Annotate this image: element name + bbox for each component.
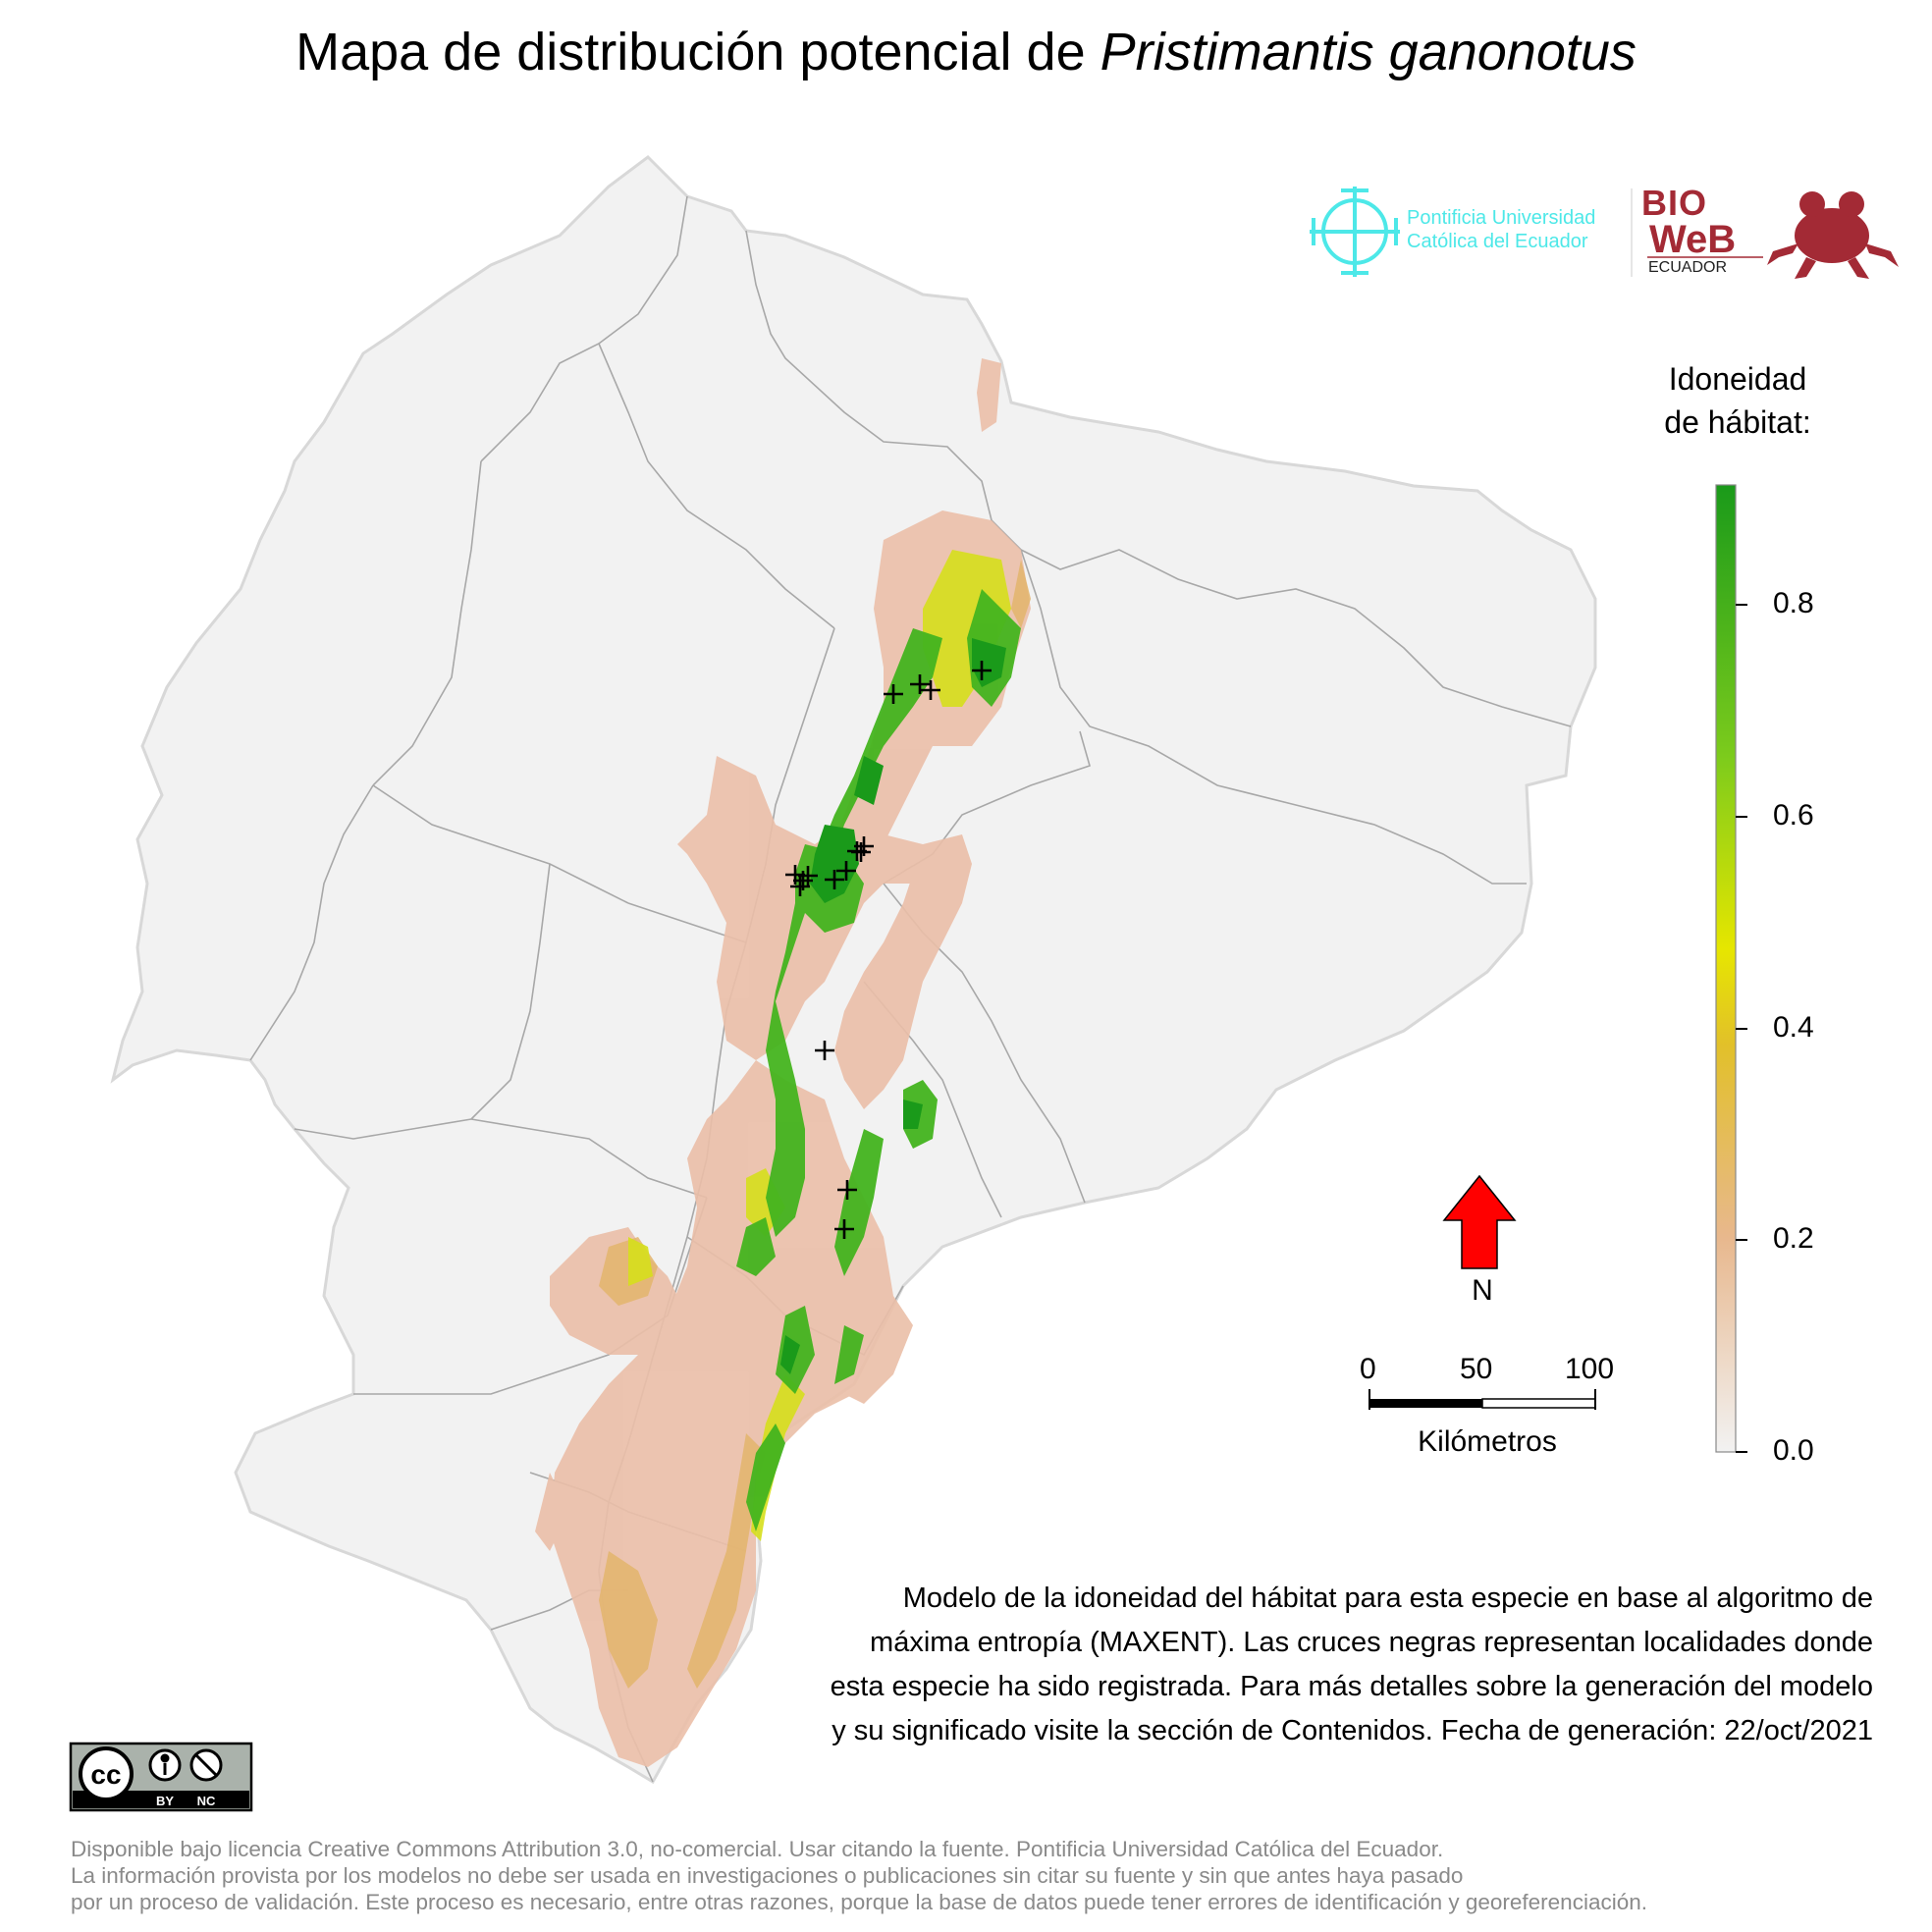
legend-title: Idoneidad de hábitat: [1630,357,1846,444]
description-line: máxima entropía (MAXENT). Las cruces neg… [870,1627,1873,1658]
description-line: esta especie ha sido registrada. Para má… [830,1671,1873,1702]
record-cross-icon [798,866,818,886]
record-cross-icon [834,1219,854,1239]
legend-colorbar [1715,484,1737,1453]
puce-line2: Católica del Ecuador [1407,231,1588,252]
record-cross-icon [884,684,903,704]
north-arrow-icon [1442,1174,1517,1269]
title-species: Pristimantis ganonotus [1100,23,1637,81]
record-cross-icon [815,1041,834,1060]
record-cross-icon [825,870,844,889]
legend-tick-label: 0.8 [1773,587,1814,619]
scale-bar [1368,1389,1596,1410]
cc-symbol-text: cc [90,1759,121,1790]
scale-label-50: 50 [1460,1353,1493,1385]
map-title: Mapa de distribución potencial de Pristi… [0,22,1932,82]
scale-label-0: 0 [1360,1353,1376,1385]
bioweb-logo-top: BIO [1641,183,1708,223]
bioweb-logo-bottom: ECUADOR [1648,259,1728,276]
legend-title-line1: Idoneidad [1668,361,1807,397]
license-footer: Disponible bajo licencia Creative Common… [71,1836,1647,1915]
bioweb-logo-mid: WeB [1649,218,1737,261]
record-cross-icon [851,842,871,862]
legend-tick-label: 0.2 [1773,1222,1814,1255]
footer-line: por un proceso de validación. Este proce… [71,1890,1647,1914]
record-cross-icon [921,680,940,700]
map-description: Modelo de la idoneidad del hábitat para … [695,1577,1873,1753]
puce-logo-icon [1310,187,1400,277]
puce-logo-text: Pontificia Universidad Católica del Ecua… [1407,206,1595,253]
frog-logo-icon [1767,191,1899,279]
cc-by-text: BY [156,1794,174,1808]
record-cross-icon [972,661,992,680]
puce-line1: Pontificia Universidad [1407,207,1596,229]
cc-badge-labels: cc BY NC [90,1759,216,1808]
footer-line: Disponible bajo licencia Creative Common… [71,1837,1444,1861]
record-cross-icon [910,674,930,694]
legend-tick-label: 0.6 [1773,799,1814,832]
cc-license-badge[interactable] [69,1742,253,1812]
description-line: Modelo de la idoneidad del hábitat para … [902,1583,1873,1614]
country-outline [110,155,1597,1785]
scale-unit: Kilómetros [1418,1425,1557,1458]
occurrence-records [785,661,992,1239]
record-cross-icon [836,861,856,881]
description-line: y su significado visite la sección de Co… [832,1715,1873,1746]
scale-label-100: 100 [1565,1353,1615,1385]
legend-ticks [1736,604,1747,1453]
record-cross-icon [790,877,810,896]
legend-tick-label: 0.4 [1773,1011,1814,1044]
north-label: N [1472,1274,1493,1307]
cc-icons [160,1753,218,1777]
legend-title-line2: de hábitat: [1664,404,1811,440]
title-prefix: Mapa de distribución potencial de [295,23,1100,81]
cc-nc-text: NC [197,1794,216,1808]
footer-line: La información provista por los modelos … [71,1863,1464,1888]
legend-tick-label: 0.0 [1773,1434,1814,1467]
record-cross-icon [837,1180,857,1200]
